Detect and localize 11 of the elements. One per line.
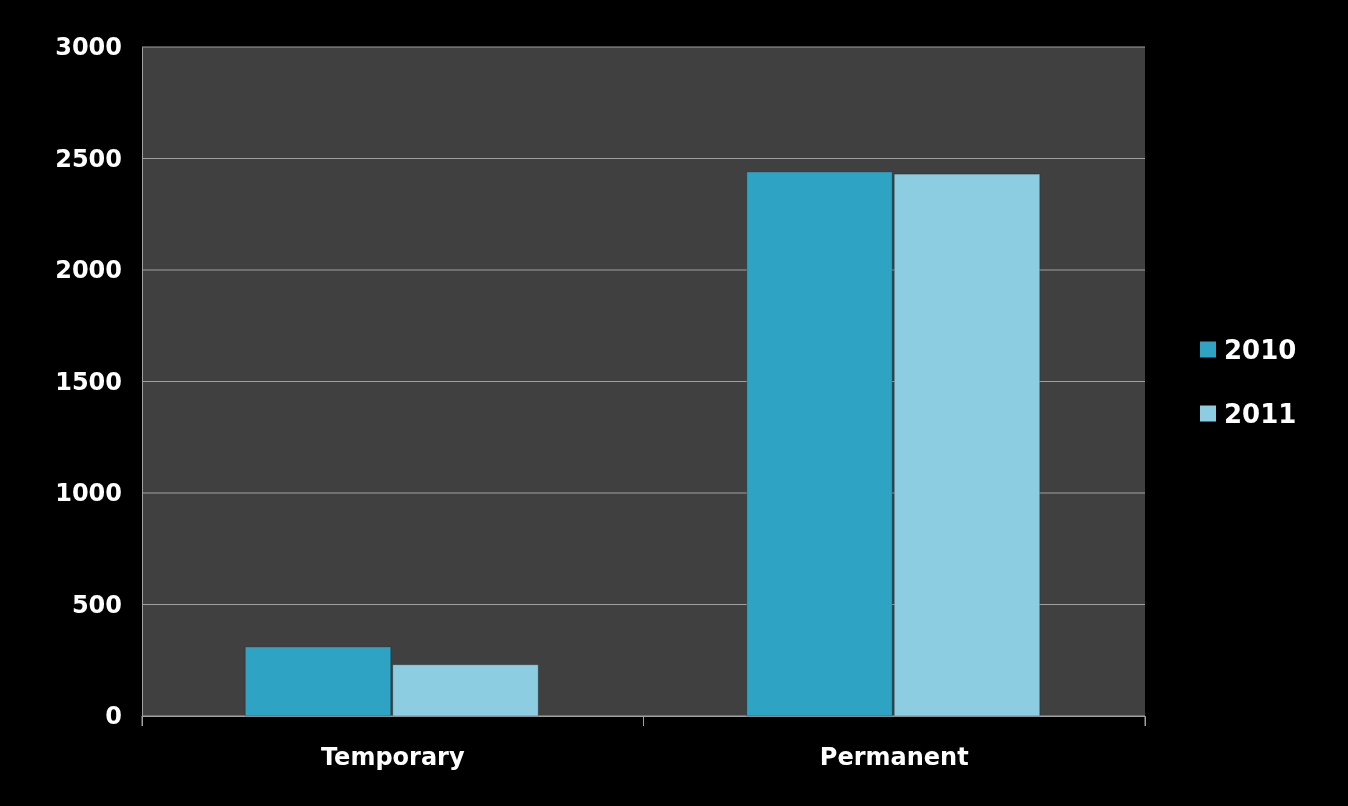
- legend-label: 2010: [1224, 334, 1297, 365]
- y-tick-label: 500: [71, 590, 122, 619]
- y-tick-label: 1000: [55, 479, 122, 508]
- y-tick-label: 1500: [55, 367, 122, 396]
- legend-label: 2011: [1224, 398, 1297, 429]
- y-tick-label: 3000: [55, 33, 122, 62]
- x-tick-label: Permanent: [819, 743, 969, 772]
- y-tick-label: 0: [105, 702, 122, 731]
- y-tick-label: 2000: [55, 256, 122, 285]
- y-tick-label: 2500: [55, 144, 122, 173]
- x-tick-label: Temporary: [320, 743, 465, 772]
